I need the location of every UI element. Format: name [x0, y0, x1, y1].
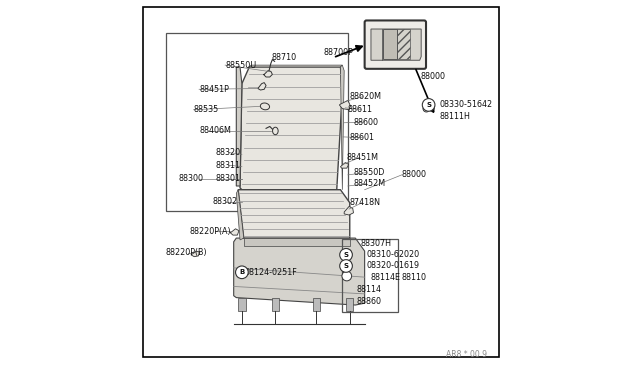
Text: 88000: 88000 [420, 72, 445, 81]
Bar [397, 29, 410, 59]
Polygon shape [191, 251, 200, 257]
Polygon shape [258, 83, 266, 90]
Text: AR8 * 00 9: AR8 * 00 9 [446, 350, 488, 359]
Text: 08310-62020: 08310-62020 [367, 250, 420, 259]
Polygon shape [236, 190, 244, 240]
Text: 88860: 88860 [356, 297, 381, 306]
Text: 88710: 88710 [271, 53, 297, 62]
Text: 88110: 88110 [402, 273, 427, 282]
Circle shape [342, 249, 351, 259]
Bar [166, 33, 348, 211]
Text: 88301: 88301 [216, 174, 241, 183]
Text: 88451P: 88451P [199, 85, 229, 94]
Text: 88300: 88300 [179, 174, 204, 183]
Text: 88550D: 88550D [353, 168, 385, 177]
Circle shape [236, 266, 248, 279]
Polygon shape [230, 229, 239, 235]
Polygon shape [250, 65, 342, 67]
Text: 88114E: 88114E [370, 273, 400, 282]
Text: 88601: 88601 [349, 133, 375, 142]
Polygon shape [340, 65, 344, 190]
Text: 08330-51642: 08330-51642 [439, 100, 492, 109]
Polygon shape [238, 298, 246, 311]
Circle shape [342, 260, 351, 270]
Text: 88114: 88114 [356, 285, 381, 294]
Text: 88620M: 88620M [349, 92, 381, 101]
Polygon shape [244, 238, 349, 246]
Polygon shape [240, 67, 342, 190]
Text: 88452M: 88452M [353, 179, 386, 188]
Text: 08124-0251F: 08124-0251F [245, 268, 298, 277]
Circle shape [340, 260, 353, 272]
Polygon shape [339, 100, 351, 110]
Text: 88311: 88311 [216, 161, 241, 170]
Polygon shape [236, 67, 242, 186]
Text: 88000: 88000 [402, 170, 427, 179]
Bar [342, 239, 398, 312]
Text: B: B [239, 269, 244, 275]
Text: 88220P(B): 88220P(B) [166, 248, 207, 257]
Ellipse shape [273, 127, 278, 135]
Text: 88111H: 88111H [439, 112, 470, 121]
Polygon shape [234, 238, 365, 305]
Polygon shape [264, 71, 273, 77]
FancyBboxPatch shape [365, 20, 426, 69]
Text: 87418N: 87418N [349, 198, 380, 207]
Text: 88451M: 88451M [347, 153, 379, 162]
Polygon shape [312, 298, 320, 311]
Polygon shape [371, 29, 421, 60]
Text: 88700P: 88700P [324, 48, 353, 57]
Ellipse shape [260, 103, 269, 110]
Polygon shape [238, 190, 349, 238]
Text: 88550U: 88550U [225, 61, 257, 70]
Circle shape [342, 271, 351, 281]
Text: S: S [426, 102, 431, 108]
Polygon shape [344, 206, 353, 215]
Text: 88220P(A): 88220P(A) [190, 227, 232, 236]
Circle shape [422, 99, 435, 111]
Bar [383, 29, 397, 59]
Polygon shape [346, 298, 353, 311]
Text: 88302: 88302 [212, 198, 237, 206]
Text: 88600: 88600 [353, 118, 378, 126]
Text: 88406M: 88406M [199, 126, 231, 135]
Polygon shape [340, 163, 349, 168]
Text: 88611: 88611 [348, 105, 373, 114]
Text: 88307H: 88307H [361, 239, 392, 248]
Text: 88320: 88320 [216, 148, 241, 157]
Text: S: S [344, 252, 349, 258]
Polygon shape [271, 298, 279, 311]
Circle shape [423, 105, 429, 112]
Text: 08320-01619: 08320-01619 [367, 262, 420, 270]
Text: S: S [344, 263, 349, 269]
Circle shape [340, 248, 353, 261]
Text: 88535: 88535 [193, 105, 219, 114]
